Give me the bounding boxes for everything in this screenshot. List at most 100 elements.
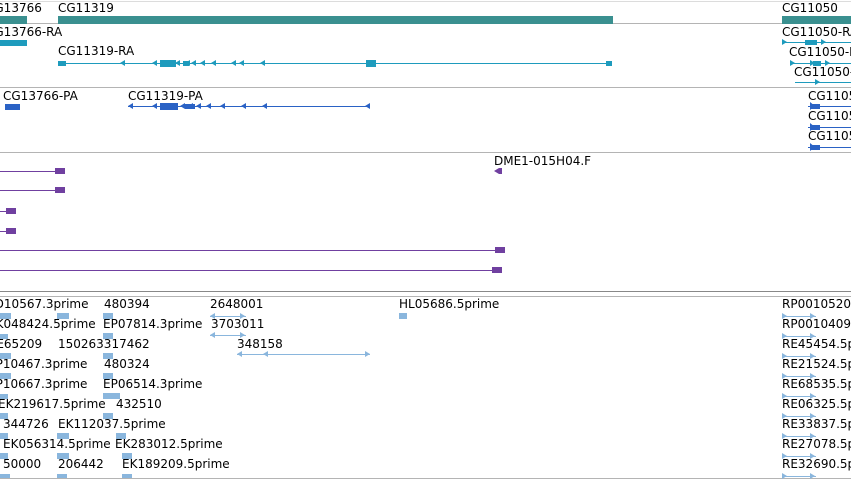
clone-block [122, 474, 132, 478]
clone-arrow [782, 373, 787, 379]
est-arrow [60, 168, 65, 174]
protein-label-cg11050-pb[interactable]: CG11050-PB [808, 109, 851, 123]
clone-label[interactable]: EK048424.5prime [0, 317, 96, 331]
clone-label[interactable]: EP07814.3prime [103, 317, 203, 331]
gene-label-cg13766[interactable]: CG13766 [0, 1, 42, 15]
clone-arrow [263, 351, 268, 357]
clone-label[interactable]: 432510 [116, 397, 162, 411]
clone-label[interactable]: 480324 [104, 357, 150, 371]
transcript-exon [58, 61, 66, 66]
transcript-arrow [152, 60, 157, 66]
transcript-arrow [825, 60, 830, 66]
clone-label[interactable]: 348158 [237, 337, 283, 351]
protein-block [810, 145, 820, 150]
clone-block [57, 453, 69, 459]
clone-label[interactable]: EK056314.5prime [3, 437, 111, 451]
clone-block [103, 393, 113, 399]
transcript-arrow [790, 60, 795, 66]
clone-arrow [782, 473, 787, 479]
clone-label[interactable]: 480394 [104, 297, 150, 311]
clone-label[interactable]: EP10667.3prime [0, 377, 88, 391]
protein-arrow [241, 103, 246, 109]
clone-block [0, 373, 11, 379]
clone-arrow [810, 313, 815, 319]
est-arrow [11, 208, 16, 214]
clone-label[interactable]: EK219617.5prime [0, 397, 106, 411]
transcript-label-cg11319-ra[interactable]: CG11319-RA [58, 44, 135, 58]
clone-block [103, 313, 113, 319]
transcript-arrow [782, 39, 787, 45]
est-arrow [11, 228, 16, 234]
clone-arrow [810, 433, 815, 439]
clone-block [399, 313, 407, 319]
clone-label[interactable]: EP06514.3prime [103, 377, 203, 391]
clone-arrow [210, 332, 215, 338]
gene-label-cg11319[interactable]: CG11319 [58, 1, 114, 15]
clone-label[interactable]: RE06325.5prime [782, 397, 851, 411]
protein-arrow [206, 103, 211, 109]
gene-bar [782, 16, 851, 24]
clone-block [0, 433, 8, 439]
clone-arrow [782, 353, 787, 359]
clone-label[interactable]: RE65209 [0, 337, 43, 351]
clone-label[interactable]: 150263317462 [58, 337, 150, 351]
clone-label[interactable]: 344726 [3, 417, 49, 431]
clone-arrow [810, 413, 815, 419]
protein-label-cg11050-pc[interactable]: CG11050-PC [808, 129, 851, 143]
protein-arrow [180, 103, 185, 109]
clone-arrow [782, 453, 787, 459]
clone-label[interactable]: EK189209.5prime [122, 457, 230, 471]
clone-label[interactable]: RP00105209 [782, 297, 851, 311]
clone-label[interactable]: EP10467.3prime [0, 357, 88, 371]
clone-block [57, 313, 69, 319]
transcript-label-cg11050-rb[interactable]: CG11050-RB [789, 45, 851, 59]
clone-label[interactable]: EK283012.5prime [115, 437, 223, 451]
clone-label[interactable]: RE27078.5prime [782, 437, 851, 451]
clone-block [57, 433, 69, 439]
gene-bar [58, 16, 613, 24]
clone-arrow [810, 373, 815, 379]
clone-label[interactable]: 50000 [3, 457, 42, 471]
transcript-arrow [239, 60, 244, 66]
transcript-label-cg11050-rc[interactable]: CG11050-RC [794, 65, 851, 79]
clone-arrow [782, 313, 787, 319]
clone-label[interactable]: RE45454.5prime [782, 337, 851, 351]
clone-label[interactable]: 206442 [58, 457, 104, 471]
clone-label[interactable]: 3703011 [211, 317, 265, 331]
clone-block [0, 394, 8, 399]
gene-label-cg11050[interactable]: CG11050 [782, 1, 838, 15]
transcript-arrow [120, 60, 125, 66]
protein-label-cg11319-pa[interactable]: CG11319-PA [128, 89, 203, 103]
clone-block [103, 333, 113, 339]
transcript-arrow [815, 79, 820, 85]
transcript-exon [606, 61, 612, 66]
clone-label[interactable]: LD10567.3prime [0, 297, 89, 311]
protein-arrow [262, 103, 267, 109]
protein-arrow [152, 103, 157, 109]
clone-label[interactable]: RP00104095 [782, 317, 851, 331]
clone-label[interactable]: RE68535.5prime [782, 377, 851, 391]
transcript-arrow [821, 39, 826, 45]
clone-block [103, 373, 113, 379]
clone-arrow [782, 333, 787, 339]
clone-block [0, 413, 8, 419]
transcript-arrow [200, 60, 205, 66]
clone-label[interactable]: HL05686.5prime [399, 297, 500, 311]
clone-block [0, 453, 8, 459]
transcript-label-cg11050-ra[interactable]: CG11050-RA [782, 25, 851, 39]
clone-arrow [210, 313, 215, 319]
clone-block [103, 413, 113, 419]
clone-label[interactable]: RE32690.5prime [782, 457, 851, 471]
transcript-label-cg13766-ra[interactable]: CG13766-RA [0, 25, 63, 39]
protein-block [160, 103, 178, 110]
clone-label[interactable]: EK112037.5prime [58, 417, 166, 431]
clone-label[interactable]: RE21524.5prime [782, 357, 851, 371]
clone-block [0, 334, 8, 339]
protein-label-cg13766-pa[interactable]: CG13766-PA [3, 89, 78, 103]
protein-label-cg11050-pa[interactable]: CG11050-PA [808, 89, 851, 103]
clone-label[interactable]: RE33837.5prime [782, 417, 851, 431]
est-label-dme1-015h04f[interactable]: DME1-015H04.F [494, 154, 592, 168]
clone-block [103, 353, 113, 359]
clone-label[interactable]: 2648001 [210, 297, 264, 311]
